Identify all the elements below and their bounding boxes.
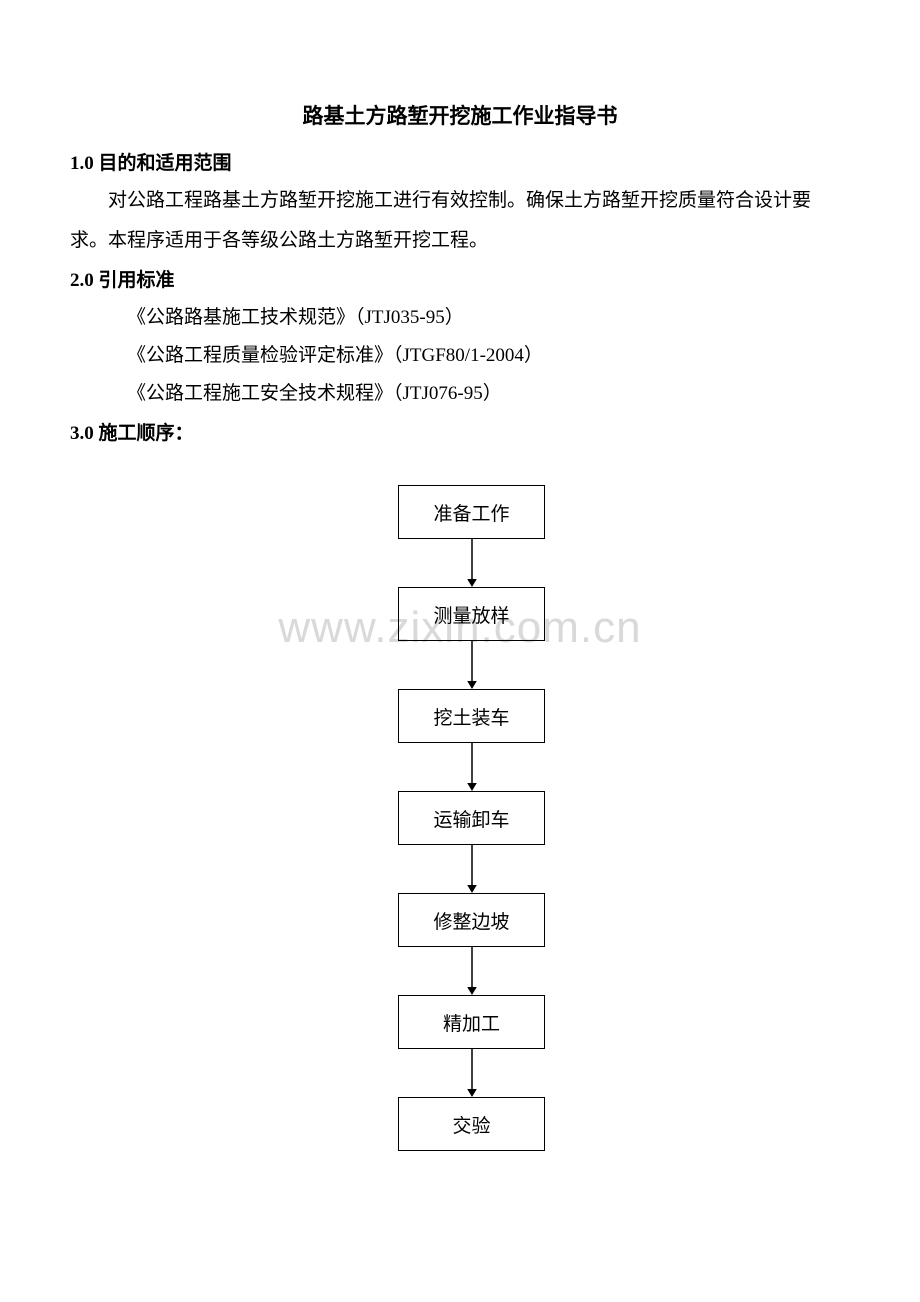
- flowchart-node: 精加工: [398, 995, 545, 1049]
- flowchart-arrow: [462, 641, 482, 689]
- reference-item: 《公路路基施工技术规范》（JTJ035-95）: [70, 300, 850, 336]
- flowchart-arrow: [462, 1049, 482, 1097]
- reference-item: 《公路工程质量检验评定标准》（JTGF80/1-2004）: [70, 338, 850, 374]
- flowchart-node: 挖土装车: [398, 689, 545, 743]
- flowchart-arrow: [462, 539, 482, 587]
- section-1-para-line2: 求。本程序适用于各等级公路土方路堑开挖工程。: [70, 223, 850, 259]
- flowchart-node: 准备工作: [398, 485, 545, 539]
- flowchart-node: 修整边坡: [398, 893, 545, 947]
- section-1-para-line1: 对公路工程路基土方路堑开挖施工进行有效控制。确保土方路堑开挖质量符合设计要: [70, 183, 850, 219]
- section-3-heading: 3.0 施工顺序：: [70, 418, 850, 445]
- section-1-heading: 1.0 目的和适用范围: [70, 148, 850, 175]
- document-title: 路基土方路堑开挖施工作业指导书: [70, 100, 850, 130]
- flowchart-node: 运输卸车: [398, 791, 545, 845]
- reference-item: 《公路工程施工安全技术规程》（JTJ076-95）: [70, 376, 850, 412]
- flowchart-node: 测量放样: [398, 587, 545, 641]
- section-2-heading: 2.0 引用标准: [70, 265, 850, 292]
- flowchart-arrow: [462, 743, 482, 791]
- flowchart-arrow: [462, 845, 482, 893]
- flowchart-node: 交验: [398, 1097, 545, 1151]
- flowchart-arrow: [462, 947, 482, 995]
